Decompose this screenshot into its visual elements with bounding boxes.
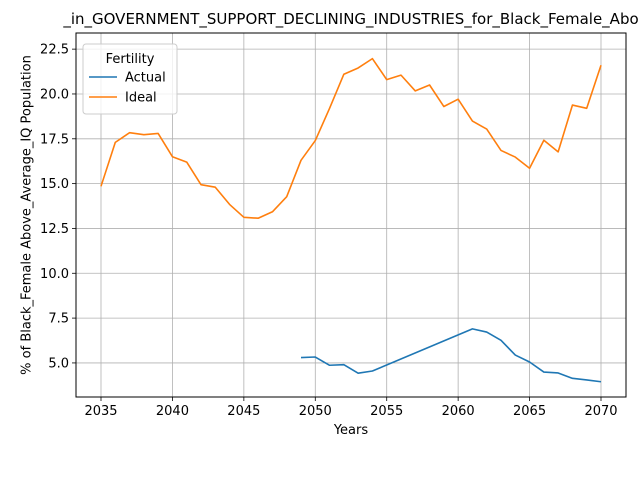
y-axis-label: % of Black_Female Above_Average_IQ Popul… <box>20 55 35 375</box>
plot-frame <box>75 32 627 398</box>
grid-lines <box>76 33 626 397</box>
y-tick-label: 20.0 <box>40 87 69 102</box>
x-tick-label: 2065 <box>513 404 546 419</box>
series-line-actual <box>300 328 602 383</box>
series-line-ideal <box>100 57 602 220</box>
x-tick-label: 2060 <box>442 404 475 419</box>
x-tick-label: 2040 <box>156 404 189 419</box>
legend-title: Fertility <box>106 52 155 67</box>
plot-lines <box>100 57 602 383</box>
legend-label-actual: Actual <box>125 71 166 86</box>
y-tick-label: 22.5 <box>40 43 69 58</box>
y-tick-label: 5.0 <box>48 356 69 371</box>
legend: Fertility Actual Ideal <box>82 43 178 115</box>
x-tick-label: 2045 <box>227 404 260 419</box>
x-tick-label: 2055 <box>370 404 403 419</box>
y-tick-label: 17.5 <box>40 132 69 147</box>
legend-label-ideal: Ideal <box>125 91 157 106</box>
y-tick-label: 12.5 <box>40 222 69 237</box>
y-tick-label: 15.0 <box>40 177 69 192</box>
x-axis-label: Years <box>333 423 369 438</box>
chart-title: _in_GOVERNMENT_SUPPORT_DECLINING_INDUSTR… <box>62 10 638 29</box>
x-tick-label: 2050 <box>299 404 332 419</box>
x-axis-ticks: 2035 2040 2045 2050 2055 2060 2065 2070 <box>84 397 618 419</box>
y-axis-ticks: 5.0 7.5 10.0 12.5 15.0 17.5 20.0 22.5 <box>40 43 76 371</box>
x-tick-label: 2070 <box>584 404 617 419</box>
y-tick-label: 7.5 <box>48 312 69 327</box>
y-tick-label: 10.0 <box>40 267 69 282</box>
x-tick-label: 2035 <box>84 404 117 419</box>
